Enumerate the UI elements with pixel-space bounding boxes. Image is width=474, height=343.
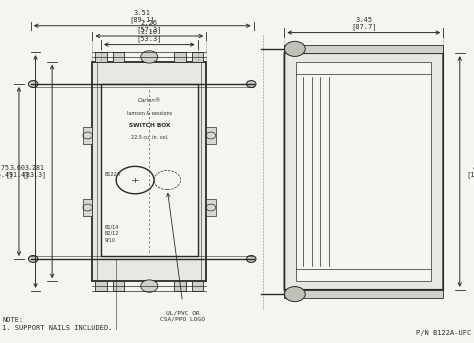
Bar [113,52,124,62]
Bar [113,281,124,291]
Bar [206,127,216,144]
FancyBboxPatch shape [284,53,443,290]
Bar [83,127,92,144]
Bar [95,281,107,291]
Text: B1/14
B2/12
9/10: B1/14 B2/12 9/10 [105,225,119,242]
Text: NOTE:
1. SUPPORT NAILS INCLUDED.: NOTE: 1. SUPPORT NAILS INCLUDED. [2,317,113,331]
Text: lamson & sessions: lamson & sessions [127,111,172,117]
Circle shape [141,280,158,292]
Circle shape [284,287,305,302]
Text: UL/PVC OR
CSA/PPO LOGO: UL/PVC OR CSA/PPO LOGO [160,310,205,321]
Circle shape [284,42,305,56]
Bar [101,84,198,256]
Circle shape [28,256,38,262]
Bar [284,45,443,53]
Text: 2.26
[57.3]: 2.26 [57.3] [137,20,162,33]
Bar [83,199,92,216]
Text: 2.10
[53.3]: 2.10 [53.3] [137,28,162,42]
Circle shape [28,81,38,87]
Bar [296,62,431,281]
Circle shape [141,51,158,63]
Text: SWITCH BOX: SWITCH BOX [128,123,170,129]
Bar [192,281,203,291]
Text: P/N B122A-UFC: P/N B122A-UFC [416,330,472,336]
Bar [192,52,203,62]
Bar [174,281,186,291]
Circle shape [246,256,256,262]
Circle shape [246,81,256,87]
Bar [95,52,107,62]
Text: Carlon®: Carlon® [137,98,161,103]
Text: 3.45
[87.7]: 3.45 [87.7] [351,16,376,30]
Text: B122A: B122A [105,172,121,177]
Bar [174,52,186,62]
Text: 3.281
[83.3]: 3.281 [83.3] [22,165,46,178]
Bar [284,290,443,298]
Text: 4.23
[107.4]: 4.23 [107.4] [466,165,474,178]
Bar [206,199,216,216]
Bar [92,62,206,281]
Text: 22.5 cu. in. vol.: 22.5 cu. in. vol. [131,135,168,140]
Text: 3.75
[95.4]: 3.75 [95.4] [0,165,13,178]
Text: 3.60
[91.4]: 3.60 [91.4] [6,165,30,178]
Text: 3.51
[89.1]: 3.51 [89.1] [129,10,155,23]
